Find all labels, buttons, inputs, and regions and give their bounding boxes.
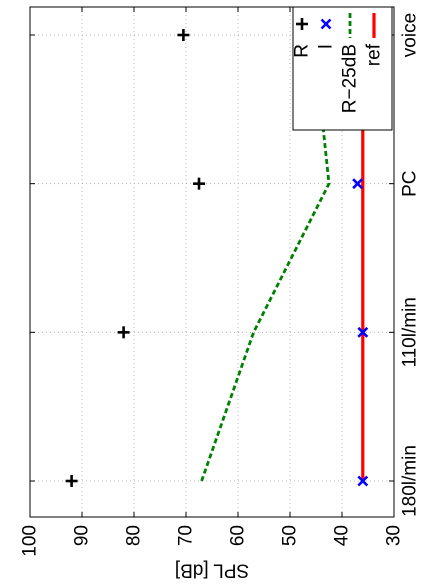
legend-label: I	[316, 44, 337, 49]
y-tick-label: 100	[20, 525, 41, 557]
series-line	[200, 34, 331, 482]
y-axis-label: SPL [dB]	[175, 560, 249, 581]
y-tick-label: 40	[332, 525, 353, 546]
legend-label: R−25dB	[340, 44, 361, 113]
legend-item: I	[316, 18, 337, 49]
y-tick-label: 60	[228, 525, 249, 546]
y-tick-label: 50	[280, 525, 301, 546]
cross-marker	[357, 326, 369, 338]
series-3	[200, 34, 331, 482]
y-tick-label: 70	[176, 525, 197, 546]
legend-label: ref	[364, 43, 385, 66]
y-tick-label: 90	[72, 525, 93, 546]
y-tick-labels: 30 40 50 60 70 80 90 100	[20, 525, 405, 557]
plot-frame	[29, 6, 395, 518]
x-tick-label: PC	[400, 170, 421, 196]
legend-item: R−25dB	[340, 13, 361, 113]
x-tick-label: 110l/min	[400, 297, 421, 367]
y-tick-label: 80	[124, 525, 145, 546]
plus-marker	[177, 29, 190, 41]
x-tick-label: 180l/min	[400, 445, 421, 517]
x-tick-label: voice	[400, 13, 421, 57]
legend-item: R	[292, 18, 313, 58]
cross-marker	[352, 178, 364, 190]
series-1	[65, 29, 205, 487]
plus-marker	[117, 326, 130, 339]
legend-label: R	[292, 44, 313, 58]
plus-marker	[65, 475, 78, 487]
x-tick-labels: 180l/min 110l/min PC voice	[400, 13, 421, 517]
legend-item: ref	[364, 13, 385, 66]
y-tick-label: 30	[384, 525, 405, 546]
cross-marker	[357, 475, 369, 487]
legend: R I R−25dB ref	[292, 6, 393, 131]
plus-marker	[193, 177, 205, 190]
grid	[30, 7, 394, 517]
